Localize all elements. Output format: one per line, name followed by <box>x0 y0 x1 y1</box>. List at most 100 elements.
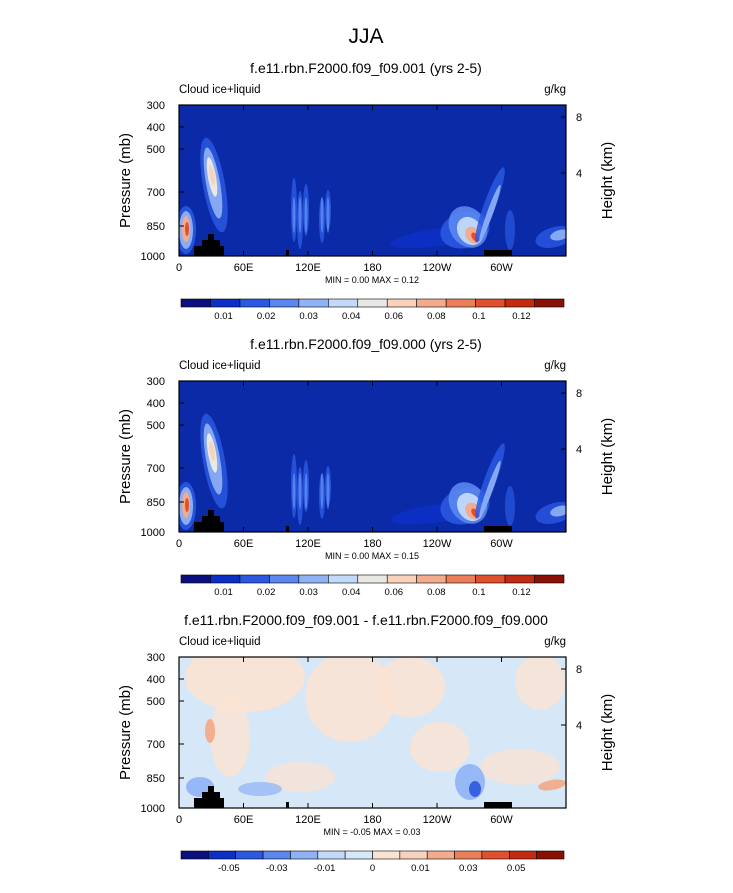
y-tick-label: 300 <box>147 376 165 388</box>
cloud-feature <box>505 486 515 526</box>
variable-label: Cloud ice+liquid <box>179 360 261 372</box>
colorbar-box <box>481 850 510 860</box>
x-tick-label: 60W <box>490 262 513 274</box>
cloud-feature <box>479 460 501 518</box>
colorbar-box <box>416 574 447 584</box>
colorbar-label: -0.05 <box>218 863 240 874</box>
cloud-feature <box>326 197 330 233</box>
y-tick-label: 850 <box>147 497 165 509</box>
cloud-feature <box>326 473 330 509</box>
units-label: g/kg <box>544 84 566 96</box>
colorbar-label: 0.04 <box>342 587 361 598</box>
colorbar-label: 0.1 <box>472 311 485 322</box>
x-tick-label: 120W <box>423 814 452 826</box>
y-right-tick-label: 4 <box>576 168 582 180</box>
topography-mask <box>194 510 224 532</box>
colorbar-box <box>534 574 565 584</box>
x-tick-label: 60W <box>490 538 513 550</box>
y-axis-label: Pressure (mb) <box>117 409 134 504</box>
diff-feature <box>205 719 215 743</box>
y-tick-label: 500 <box>147 696 165 708</box>
colorbar-label: 0.02 <box>257 311 276 322</box>
colorbar-label: 0.05 <box>507 863 526 874</box>
colorbar-box <box>504 574 535 584</box>
y-right-axis-label: Height (km) <box>599 694 616 772</box>
diff-feature <box>469 781 481 797</box>
colorbar-box <box>269 574 300 584</box>
cloud-feature <box>304 197 308 233</box>
cloud-feature <box>185 498 189 512</box>
y-tick-label: 400 <box>147 122 165 134</box>
colorbar-box <box>475 298 506 308</box>
colorbar-box <box>386 574 417 584</box>
colorbar-box <box>317 850 346 860</box>
colorbar-box <box>504 298 535 308</box>
colorbar-box <box>180 850 209 860</box>
colorbar-box <box>210 298 241 308</box>
colorbar-label: 0.06 <box>385 311 404 322</box>
cloud-feature <box>320 197 324 233</box>
colorbar-box <box>290 850 319 860</box>
plot-area <box>179 381 566 532</box>
panel-2: f.e11.rbn.F2000.f09_f09.000 (yrs 2-5) Clo… <box>117 336 616 598</box>
colorbar-label: 0.03 <box>299 587 318 598</box>
x-tick-label: 120W <box>423 262 452 274</box>
y-tick-label: 300 <box>147 100 165 112</box>
diff-feature <box>515 657 565 710</box>
colorbar-box <box>344 850 373 860</box>
x-tick-label: 120W <box>423 538 452 550</box>
y-tick-label: 500 <box>147 144 165 156</box>
colorbar-box <box>328 298 359 308</box>
colorbar-box <box>399 850 428 860</box>
diff-feature <box>480 749 560 785</box>
colorbar-box <box>298 298 329 308</box>
colorbar-box <box>210 574 241 584</box>
colorbar-box <box>239 574 270 584</box>
variable-label: Cloud ice+liquid <box>179 636 261 648</box>
diff-feature <box>305 657 395 742</box>
colorbar-box <box>475 574 506 584</box>
colorbar-box <box>269 298 300 308</box>
colorbar-box <box>298 574 329 584</box>
colorbar-box <box>386 298 417 308</box>
y-tick-label: 850 <box>147 221 165 233</box>
cloud-feature <box>550 505 566 517</box>
colorbar-label: 0.04 <box>342 311 361 322</box>
panel-title: f.e11.rbn.F2000.f09_f09.000 (yrs 2-5) <box>250 336 482 352</box>
plot-area <box>179 657 566 808</box>
colorbar-box <box>235 850 264 860</box>
cloud-feature <box>292 473 296 509</box>
x-tick-label: 60E <box>234 262 254 274</box>
y-right-tick-label: 8 <box>576 664 582 676</box>
colorbar-box <box>262 850 291 860</box>
colorbar-label: 0.01 <box>411 863 430 874</box>
x-tick-label: 180 <box>363 538 381 550</box>
cloud-feature <box>292 197 296 233</box>
colorbar-box <box>357 298 388 308</box>
cloud-feature <box>479 184 501 242</box>
y-tick-label: 300 <box>147 652 165 664</box>
colorbar-box <box>372 850 401 860</box>
stats-label: MIN = 0.00 MAX = 0.12 <box>325 275 419 285</box>
diff-feature <box>265 762 335 792</box>
y-tick-label: 1000 <box>141 251 165 263</box>
x-tick-label: 60E <box>234 538 254 550</box>
y-tick-label: 700 <box>147 739 165 751</box>
topography-mask <box>286 250 289 256</box>
stats-label: MIN = -0.05 MAX = 0.03 <box>323 827 420 837</box>
y-tick-label: 400 <box>147 674 165 686</box>
units-label: g/kg <box>544 360 566 372</box>
y-axis-label: Pressure (mb) <box>117 685 134 780</box>
diff-feature <box>185 657 305 712</box>
y-right-axis-label: Height (km) <box>599 418 616 496</box>
y-tick-label: 1000 <box>141 803 165 815</box>
x-tick-label: 180 <box>363 814 381 826</box>
colorbar-label: 0 <box>370 863 375 874</box>
topography-mask <box>286 526 289 532</box>
y-tick-label: 1000 <box>141 527 165 539</box>
x-tick-label: 0 <box>176 262 182 274</box>
plot-area <box>179 105 566 256</box>
colorbar-box <box>416 298 447 308</box>
colorbar-box <box>536 850 565 860</box>
colorbar-box <box>328 574 359 584</box>
